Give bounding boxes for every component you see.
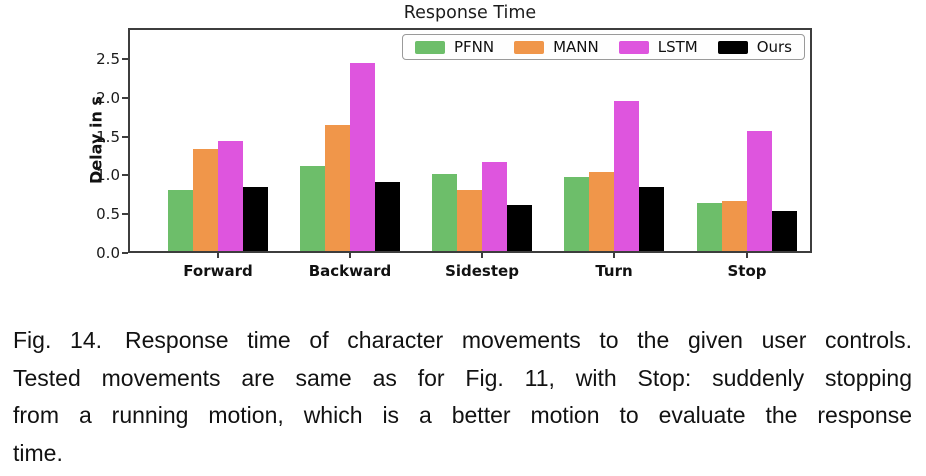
chart-title: Response Time [403,3,537,23]
legend-swatch-lstm [618,40,649,54]
x-tick-label: Stop [727,262,767,280]
legend-item-pfnn: PFNN [414,38,495,56]
caption-line: time. [13,439,63,466]
legend-label: Ours [756,38,792,56]
y-tick-mark [122,213,128,216]
legend-label: MANN [553,38,599,56]
y-tick-mark [122,252,128,254]
response-time-bar-chart: Response Time Delay in s 0.0 0.5 1.0 1.5 2.0… [87,3,812,280]
bar-mann-turn [589,172,614,251]
bar-ours-forward [243,187,268,251]
bar-pfnn-sidestep [432,174,457,251]
bar-lstm-sidestep [482,162,507,251]
bar-pfnn-backward [300,166,325,251]
bar-mann-forward [193,149,218,251]
y-tick-label: 2.0 [96,88,120,107]
bar-pfnn-stop [697,203,722,251]
bar-ours-turn [639,187,664,251]
y-tick-label: 1.0 [96,166,120,185]
bar-mann-stop [722,201,747,251]
x-tick-mark [613,253,615,258]
legend: PFNN MANN LSTM Ours [401,34,805,60]
y-tick-mark [122,135,128,138]
caption-line: Tested movements are same as for Fig. 11… [13,364,912,391]
x-tick-label: Forward [183,262,253,280]
bar-mann-sidestep [457,190,482,251]
x-tick-label: Turn [595,262,633,280]
legend-swatch-ours [717,40,748,54]
y-tick-mark [122,58,128,61]
x-tick-label: Backward [308,262,392,280]
y-tick-label: 0.0 [96,244,120,262]
caption-line: Fig. 14. Response time of character move… [13,327,912,353]
bar-pfnn-forward [168,190,193,251]
plot-area: PFNN MANN LSTM Ours [128,28,812,253]
bar-ours-stop [772,211,797,251]
legend-item-mann: MANN [514,39,599,55]
y-tick-label: 2.5 [96,50,120,69]
bar-ours-sidestep [507,205,532,251]
y-tick-mark [122,174,128,177]
x-tick-mark [349,253,351,258]
bar-lstm-forward [218,141,243,251]
bar-lstm-stop [747,131,772,251]
x-tick-label: Sidestep [445,262,519,280]
legend-label: PFNN [453,38,495,56]
bar-lstm-backward [350,63,375,251]
x-tick-mark [481,253,483,258]
legend-label: LSTM [657,38,698,56]
legend-item-lstm: LSTM [618,38,698,56]
legend-swatch-mann [514,40,545,54]
x-tick-mark [217,253,219,258]
y-tick-label: 1.5 [96,127,120,146]
legend-item-ours: Ours [717,38,792,56]
bar-lstm-turn [614,101,639,251]
figure-caption: Fig. 14. Response time of character move… [13,322,912,472]
x-tick-mark [746,253,748,258]
legend-swatch-pfnn [414,40,445,54]
bar-pfnn-turn [564,177,589,251]
y-tick-label: 0.5 [96,205,120,224]
y-tick-mark [122,96,128,99]
bar-mann-backward [325,125,350,251]
caption-line: from a running motion, which is a better… [13,402,912,428]
bar-ours-backward [375,182,400,251]
